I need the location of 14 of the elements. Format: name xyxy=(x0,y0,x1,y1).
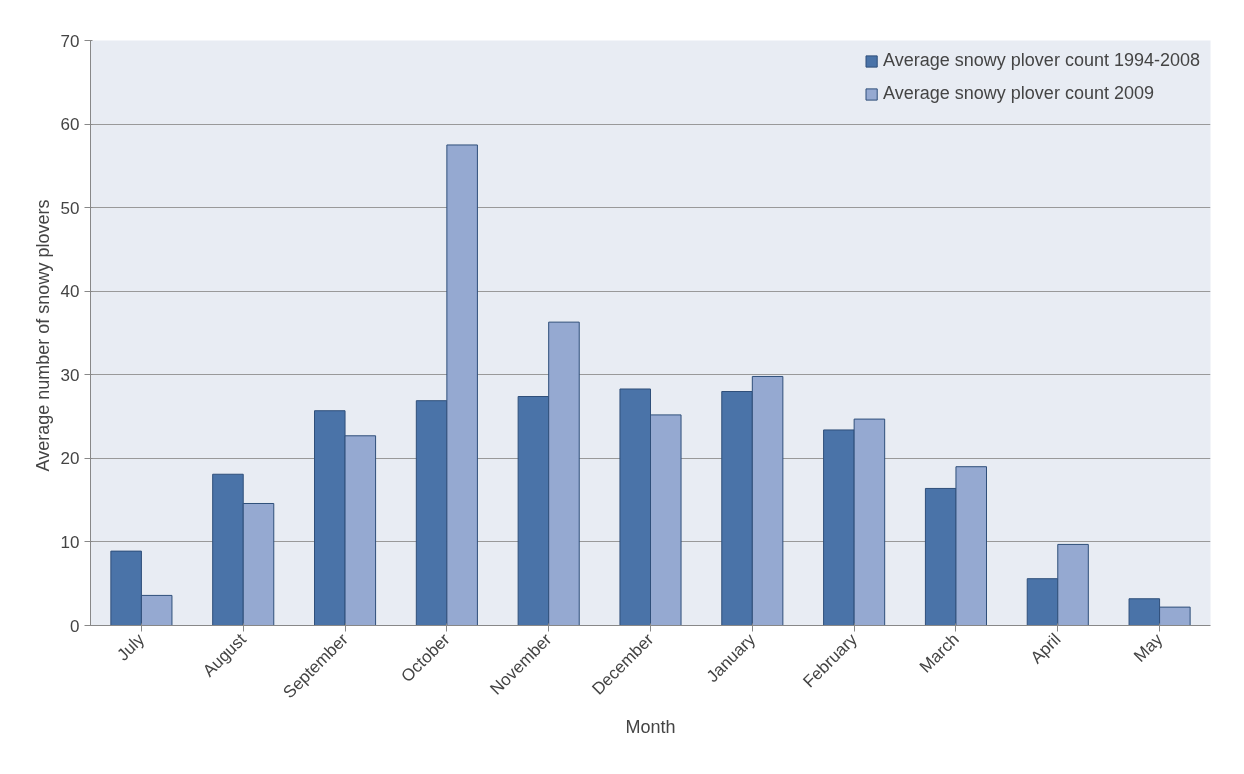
legend-label: Average snowy plover count 2009 xyxy=(883,83,1154,104)
x-tick-label: May xyxy=(1130,629,1167,666)
y-tick-label: 20 xyxy=(60,449,80,469)
y-tick-label: 50 xyxy=(60,198,80,218)
x-tick-label: July xyxy=(113,629,149,665)
y-tick-label: 10 xyxy=(60,532,80,552)
y-tick-label: 70 xyxy=(60,31,80,51)
x-axis-title: Month xyxy=(625,716,676,737)
y-tick-label: 0 xyxy=(70,616,80,636)
y-axis-title: Average number of snowy plovers xyxy=(32,199,53,472)
y-tick-label: 40 xyxy=(60,282,80,302)
y-tick-label: 30 xyxy=(60,365,80,385)
y-tick-label: 60 xyxy=(60,115,80,135)
legend-label: Average snowy plover count 1994-2008 xyxy=(883,50,1200,71)
